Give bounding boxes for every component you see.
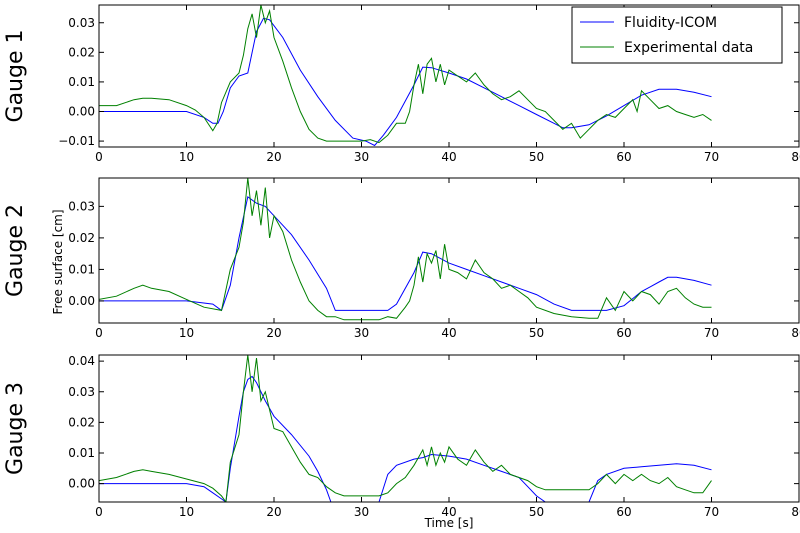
x-tick-label: 60 <box>616 326 631 340</box>
plot-frame <box>98 177 800 324</box>
y-tick-label: 0.00 <box>68 477 95 491</box>
x-tick-label: 30 <box>354 150 369 164</box>
x-tick-label: 50 <box>529 505 544 519</box>
y-tick-label: 0.02 <box>68 415 95 429</box>
x-tick-label: 60 <box>616 505 631 519</box>
x-tick-label: 0 <box>95 505 103 519</box>
series-line-fluidity <box>99 375 712 502</box>
x-tick-label: 80 <box>791 150 800 164</box>
x-tick-label: 30 <box>354 505 369 519</box>
x-tick-label: 10 <box>179 505 194 519</box>
plot-frame <box>98 354 800 503</box>
x-tick-label: 40 <box>441 326 456 340</box>
legend-label-fluidity: Fluidity-ICOM <box>624 15 717 31</box>
x-tick-label: 40 <box>441 150 456 164</box>
y-tick-label: 0.01 <box>68 446 95 460</box>
series-line-experimental <box>99 5 712 144</box>
y-tick-label: 0.03 <box>68 16 95 30</box>
series-line-fluidity <box>99 196 712 312</box>
x-tick-label: 20 <box>266 326 281 340</box>
legend: Fluidity-ICOM Experimental data <box>571 6 783 64</box>
y-tick-label: 0.02 <box>68 231 95 245</box>
panel-1: 0 10 20 30 40 50 60 70 80 −0.01 0.00 0.01 0.02 0.03 Ga… <box>3 4 800 164</box>
y-axis-label: Free surface [cm] <box>51 209 65 314</box>
x-tick-label: 70 <box>704 505 719 519</box>
y-tick-label: 0.03 <box>68 199 95 213</box>
panel-3: 0 10 20 30 40 50 60 70 80 0.00 0.01 0.02 0.03 0.04 Gau… <box>3 354 800 519</box>
legend-box <box>571 6 783 64</box>
x-tick-label: 80 <box>791 505 800 519</box>
series-line-experimental <box>99 178 712 321</box>
y-tick-label: −0.01 <box>58 134 95 148</box>
x-tick-label: 70 <box>704 326 719 340</box>
y-tick-label: 0.01 <box>68 75 95 89</box>
x-tick-label: 50 <box>529 150 544 164</box>
panel-label-gauge-3: Gauge 3 <box>3 382 28 475</box>
panel-label-gauge-1: Gauge 1 <box>3 30 28 123</box>
x-tick-label: 40 <box>441 505 456 519</box>
x-tick-label: 10 <box>179 326 194 340</box>
y-tick-label: 0.01 <box>68 262 95 276</box>
x-axis-label: Time [s] <box>424 516 474 530</box>
x-tick-label: 0 <box>95 326 103 340</box>
series-line-experimental <box>99 355 712 502</box>
y-tick-label: 0.00 <box>68 105 95 119</box>
y-tick-label: 0.00 <box>68 294 95 308</box>
x-tick-label: 50 <box>529 326 544 340</box>
x-tick-label: 10 <box>179 150 194 164</box>
panel-2: 0 10 20 30 40 50 60 70 80 0.00 0.01 0.02 0.03 Gauge 2 <box>3 177 800 340</box>
x-tick-label: 80 <box>791 326 800 340</box>
x-tick-label: 30 <box>354 326 369 340</box>
x-tick-label: 70 <box>704 150 719 164</box>
panel-label-gauge-2: Gauge 2 <box>3 204 28 297</box>
legend-label-experimental: Experimental data <box>624 40 753 56</box>
x-tick-label: 20 <box>266 505 281 519</box>
x-tick-label: 0 <box>95 150 103 164</box>
y-tick-label: 0.04 <box>68 354 95 368</box>
x-tick-label: 20 <box>266 150 281 164</box>
y-tick-label: 0.03 <box>68 385 95 399</box>
series-line-fluidity <box>99 17 712 147</box>
x-tick-label: 60 <box>616 150 631 164</box>
y-tick-label: 0.02 <box>68 45 95 59</box>
